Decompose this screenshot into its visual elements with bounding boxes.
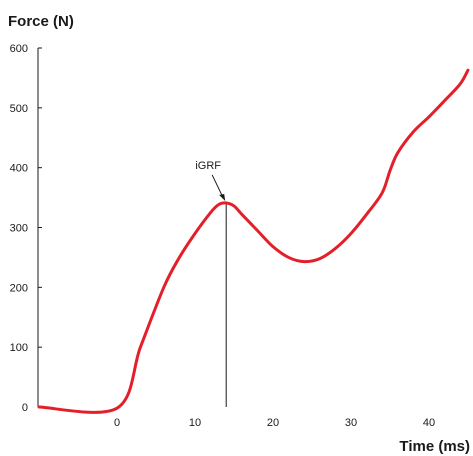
x-tick-label: 30 xyxy=(345,417,357,429)
x-tick-label: 10 xyxy=(189,417,201,429)
annotation-arrowhead xyxy=(219,193,226,201)
x-tick-label: 40 xyxy=(423,417,435,429)
series-layer xyxy=(37,68,470,414)
x-axis-label: Time (ms) xyxy=(399,438,470,455)
force-series-line xyxy=(37,68,470,414)
x-ticks: 0 10 20 30 40 xyxy=(114,417,435,429)
y-tick-label: 200 xyxy=(10,282,28,294)
y-tick-label: 100 xyxy=(10,342,28,354)
y-ticks: 0 100 200 300 400 500 600 xyxy=(10,43,42,414)
y-axis-label: Force (N) xyxy=(8,13,74,30)
y-tick-label: 0 xyxy=(22,402,28,414)
y-tick-label: 400 xyxy=(10,163,28,175)
y-tick-label: 300 xyxy=(10,223,28,235)
y-tick-label: 500 xyxy=(10,103,28,115)
x-tick-label: 0 xyxy=(114,417,120,429)
x-tick-label: 20 xyxy=(267,417,279,429)
annotation-label: iGRF xyxy=(195,160,221,172)
y-tick-label: 600 xyxy=(10,43,28,55)
annotation-arrow-line xyxy=(211,174,224,199)
annotations: iGRF xyxy=(195,160,227,407)
